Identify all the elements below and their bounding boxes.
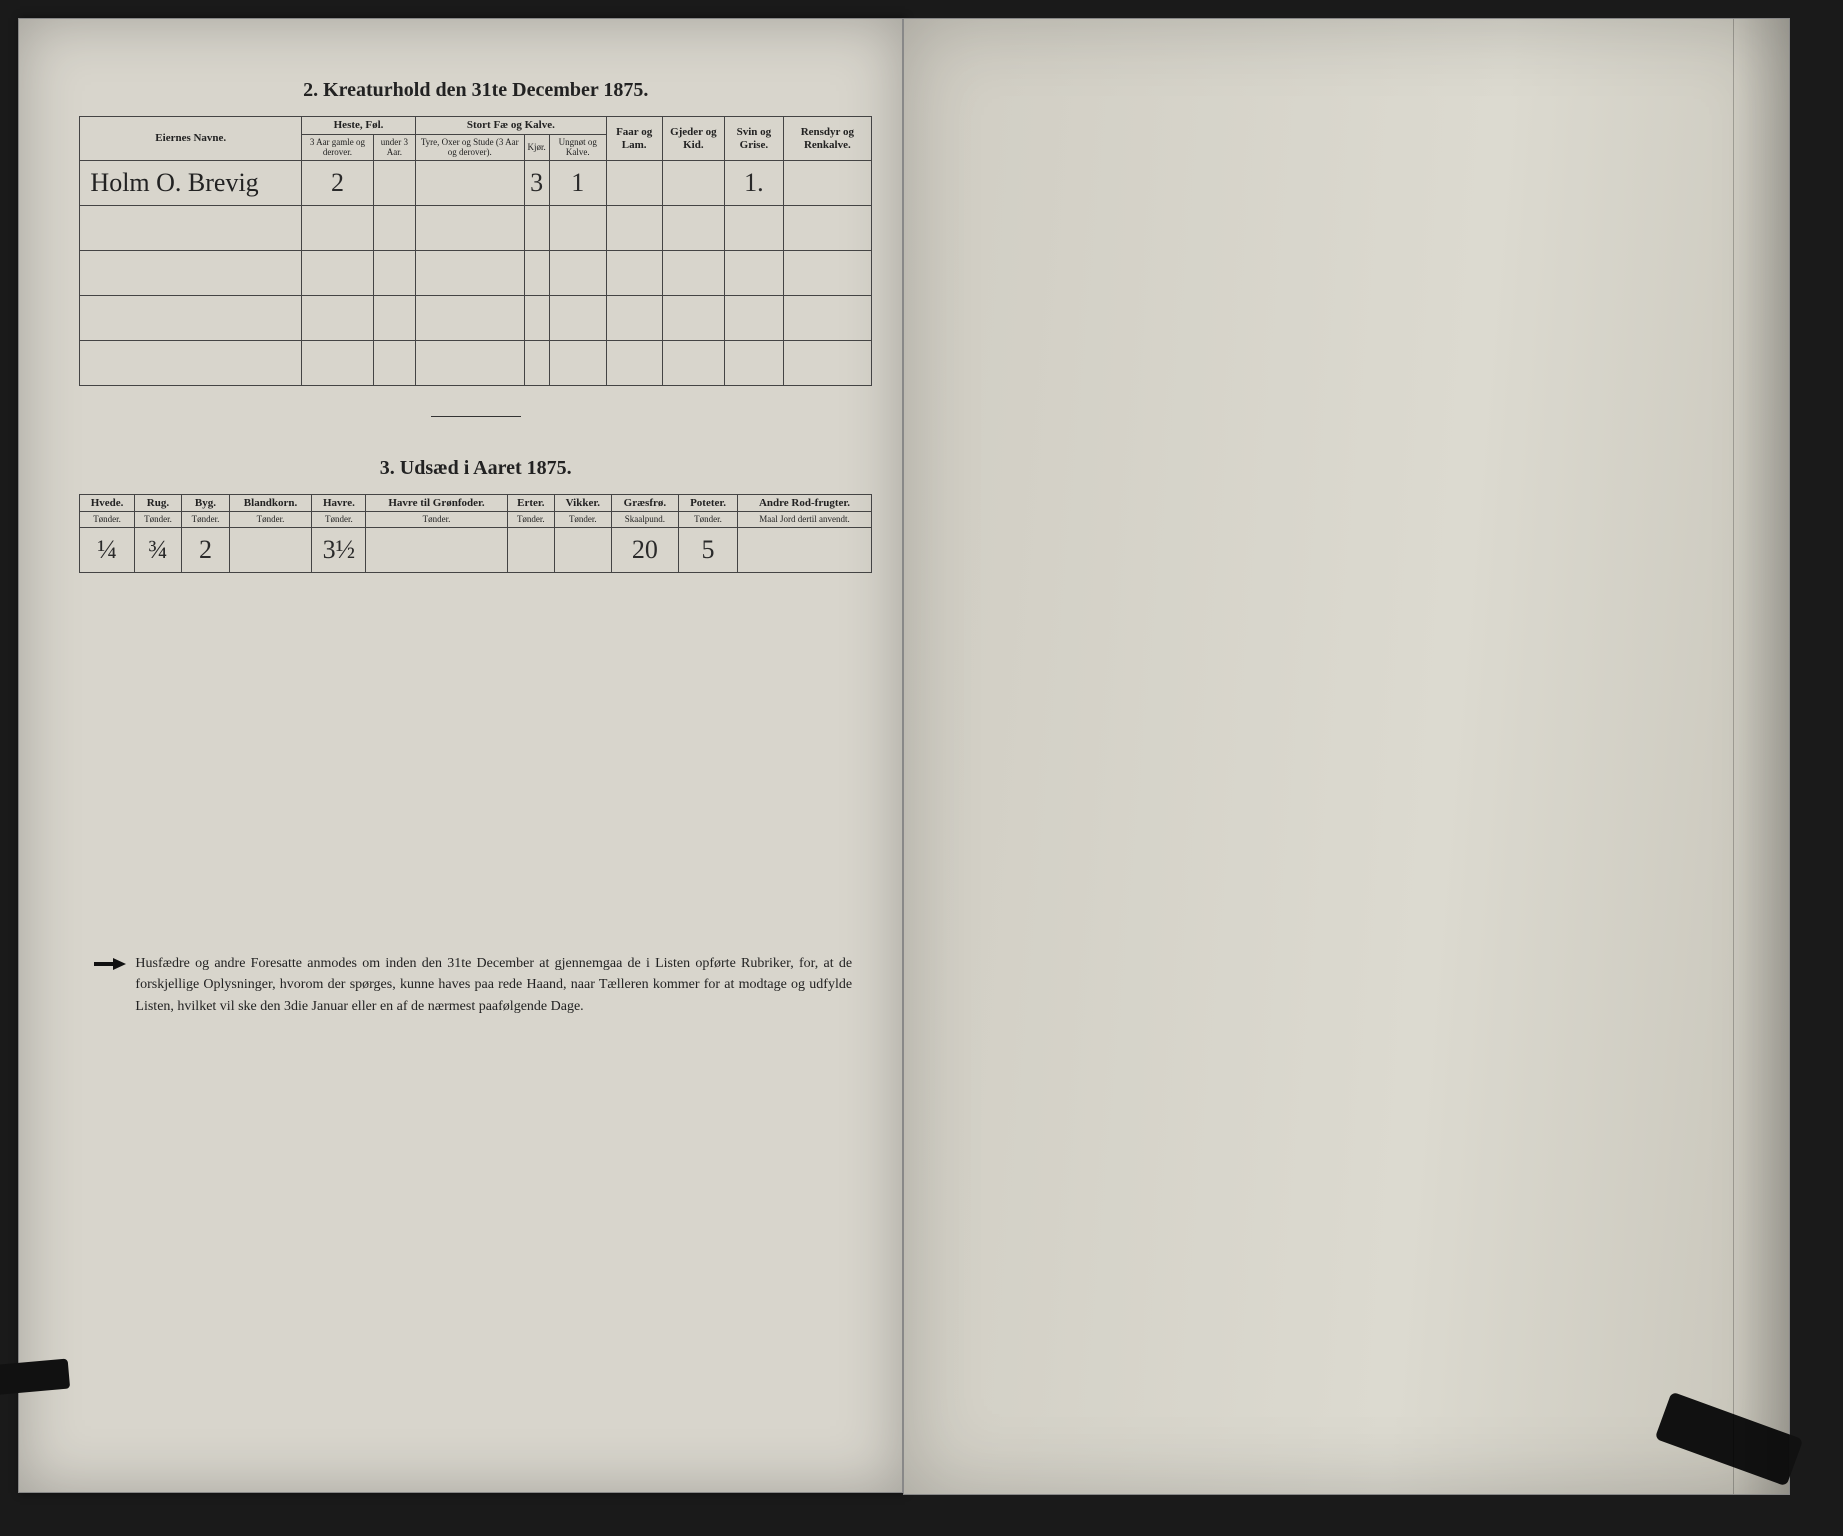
col-cattle-c: Ungnøt og Kalve.: [549, 135, 606, 161]
cell-cattle-a: [415, 160, 524, 205]
col-cattle-b: Kjør.: [524, 135, 549, 161]
table-row: [80, 295, 872, 340]
cell-erter: [507, 527, 555, 572]
seed-table: Hvede. Rug. Byg. Blandkorn. Havre. Havre…: [79, 494, 872, 573]
unit: Tønder.: [555, 512, 612, 527]
unit-skaal: Skaalpund.: [611, 512, 679, 527]
footnote-text: Husfædre og andre Foresatte anmodes om i…: [135, 956, 852, 1014]
col-havre-gron: Havre til Grønfoder.: [366, 494, 507, 512]
cell-cattle-b: 3: [524, 160, 549, 205]
unit: Tønder.: [366, 512, 507, 527]
unit: Tønder.: [229, 512, 312, 527]
col-vikker: Vikker.: [555, 494, 612, 512]
cell-graesfro: 20: [611, 527, 679, 572]
col-cattle-a: Tyre, Oxer og Stude (3 Aar og derover).: [415, 135, 524, 161]
cell-vikker: [555, 527, 612, 572]
cell-cattle-c: 1: [549, 160, 606, 205]
table-row: [80, 250, 872, 295]
left-page: 2. Kreaturhold den 31te December 1875. E…: [18, 18, 903, 1493]
book-spread: 2. Kreaturhold den 31te December 1875. E…: [0, 0, 1843, 1536]
unit-andre: Maal Jord dertil anvendt.: [737, 512, 871, 527]
cell-havre-gron: [366, 527, 507, 572]
table-row: [80, 340, 872, 385]
section2-title: 2. Kreaturhold den 31te December 1875.: [79, 79, 872, 102]
col-swine: Svin og Grise.: [725, 117, 783, 160]
cell-reindeer: [783, 160, 871, 205]
col-sheep: Faar og Lam.: [606, 117, 662, 160]
unit: Tønder.: [80, 512, 134, 527]
cell-havre: 3½: [312, 527, 366, 572]
col-blandkorn: Blandkorn.: [229, 494, 312, 512]
cell-byg: 2: [182, 527, 230, 572]
table-row: ¼ ¾ 2 3½ 20 5: [80, 527, 872, 572]
cell-horses-a: 2: [302, 160, 374, 205]
cell-goats: [662, 160, 725, 205]
col-cattle-group: Stort Fæ og Kalve.: [415, 117, 606, 135]
table-row: Holm O. Brevig 2 3 1 1.: [80, 160, 872, 205]
col-byg: Byg.: [182, 494, 230, 512]
cell-poteter: 5: [679, 527, 738, 572]
pointing-hand-icon: [93, 955, 127, 973]
cell-horses-b: [373, 160, 415, 205]
col-havre: Havre.: [312, 494, 366, 512]
section3-title: 3. Udsæd i Aaret 1875.: [79, 457, 872, 480]
unit: Tønder.: [182, 512, 230, 527]
col-horses-group: Heste, Føl.: [302, 117, 416, 135]
right-page: [903, 18, 1790, 1495]
col-horses-b: under 3 Aar.: [373, 135, 415, 161]
col-andre: Andre Rod-frugter.: [737, 494, 871, 512]
unit: Tønder.: [507, 512, 555, 527]
col-erter: Erter.: [507, 494, 555, 512]
binder-clip-icon: [1654, 1392, 1803, 1487]
cell-sheep: [606, 160, 662, 205]
col-graesfro: Græsfrø.: [611, 494, 679, 512]
col-rug: Rug.: [134, 494, 182, 512]
binder-clip-icon: [0, 1359, 71, 1396]
cell-owner: Holm O. Brevig: [80, 160, 302, 205]
cell-rug: ¾: [134, 527, 182, 572]
col-goats: Gjeder og Kid.: [662, 117, 725, 160]
unit: Tønder.: [679, 512, 738, 527]
livestock-table: Eiernes Navne. Heste, Føl. Stort Fæ og K…: [79, 116, 872, 385]
col-poteter: Poteter.: [679, 494, 738, 512]
cell-blandkorn: [229, 527, 312, 572]
footnote: Husfædre og andre Foresatte anmodes om i…: [99, 953, 852, 1018]
col-horses-a: 3 Aar gamle og derover.: [302, 135, 374, 161]
unit: Tønder.: [312, 512, 366, 527]
col-reindeer: Rensdyr og Renkalve.: [783, 117, 871, 160]
col-hvede: Hvede.: [80, 494, 134, 512]
divider: [431, 416, 521, 417]
col-owner: Eiernes Navne.: [80, 117, 302, 160]
cell-swine: 1.: [725, 160, 783, 205]
unit: Tønder.: [134, 512, 182, 527]
cell-hvede: ¼: [80, 527, 134, 572]
table-row: [80, 205, 872, 250]
cell-andre: [737, 527, 871, 572]
